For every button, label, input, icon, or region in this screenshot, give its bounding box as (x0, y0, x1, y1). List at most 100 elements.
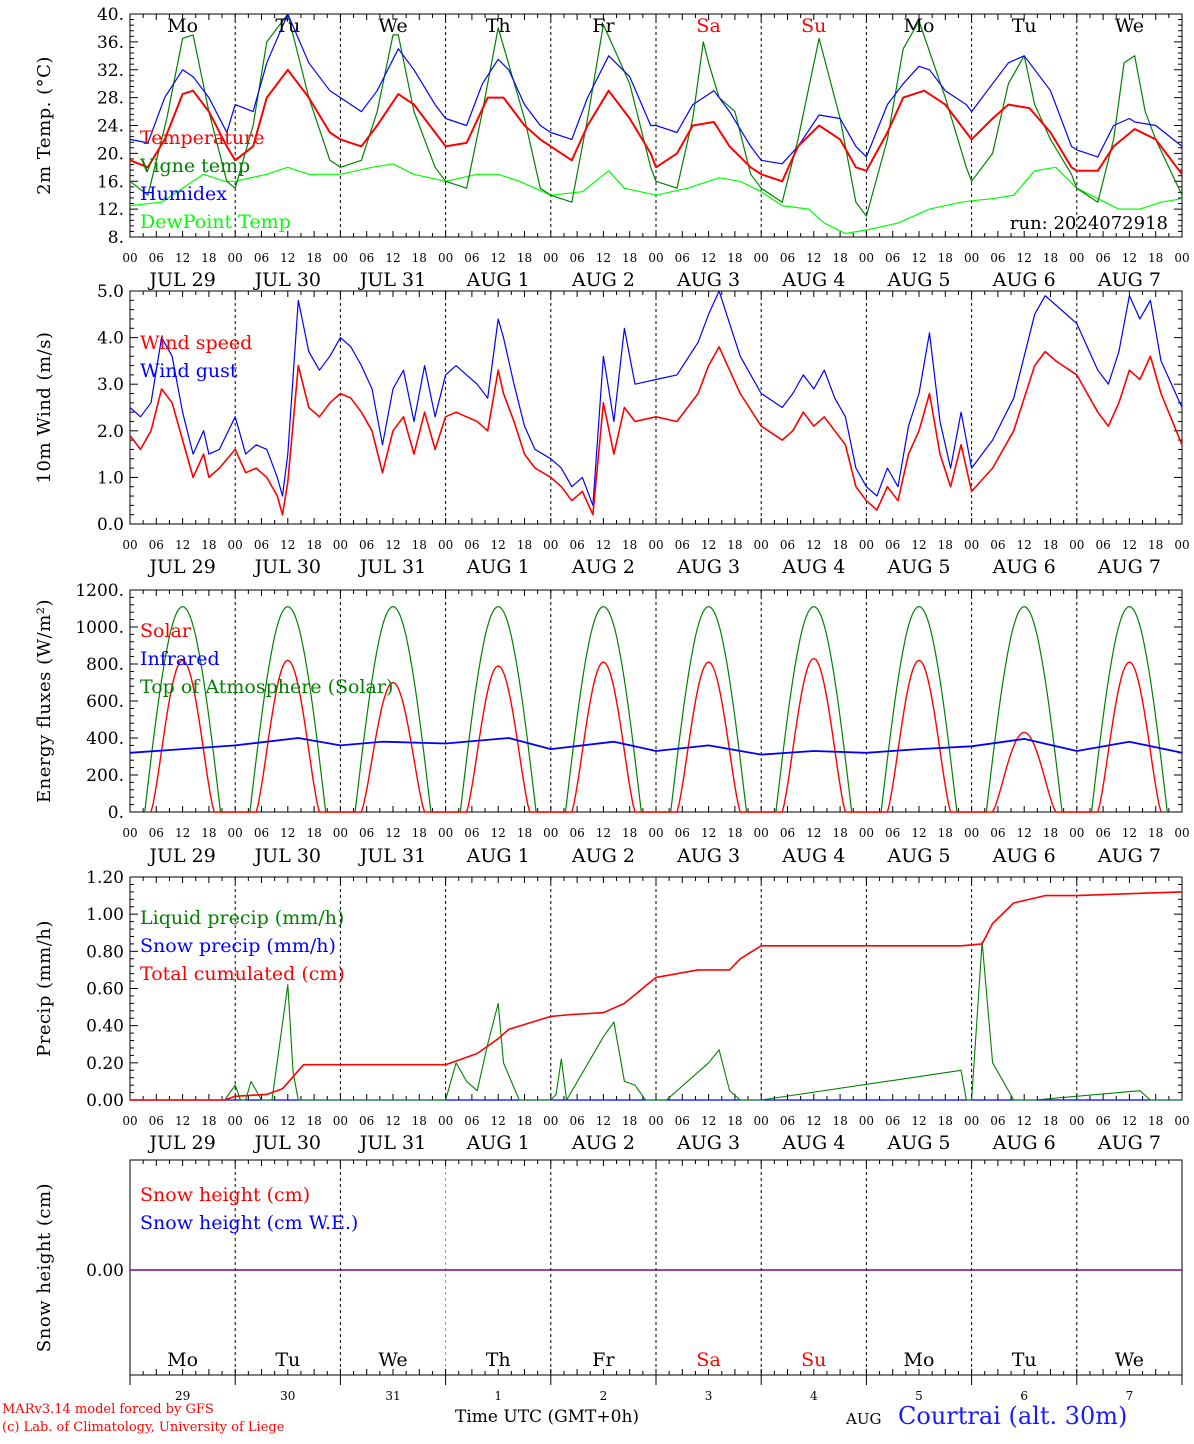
panel-1-date-label: JUL 30 (253, 556, 321, 578)
panel-2-hour-label: 06 (780, 826, 795, 840)
panel-2-hour-label: 18 (727, 826, 742, 840)
panel-3-hour-label: 00 (228, 1114, 243, 1128)
panel-1-y-tick-label: 2.0 (97, 422, 124, 442)
weekday-label: Sa (696, 15, 720, 37)
panel-1-date-label: AUG 2 (571, 556, 635, 578)
panel-2-legend-1: Infrared (140, 648, 220, 670)
panel-0-hour-label: 12 (385, 251, 400, 265)
panel-1-hour-label: 06 (675, 538, 690, 552)
bottom-weekday-label: Tu (275, 1349, 300, 1371)
panel-2-hour-label: 06 (1095, 826, 1110, 840)
panel-3-hour-label: 00 (438, 1114, 453, 1128)
panel-0-y-tick-label: 40. (97, 5, 124, 25)
panel-1-hour-label: 12 (385, 538, 400, 552)
panel-2-hour-label: 00 (333, 826, 348, 840)
panel-2-hour-label: 12 (175, 826, 190, 840)
panel-1-hour-label: 00 (543, 538, 558, 552)
panel-3-hour-label: 12 (175, 1114, 190, 1128)
panel-0-hour-label: 00 (754, 251, 769, 265)
panel-0-y-tick-label: 8. (108, 228, 124, 248)
weekday-label: Mo (904, 15, 935, 37)
credit-model: MARv3.14 model forced by GFS (2, 1402, 214, 1417)
panel-2-y-tick-label: 1200. (75, 581, 124, 601)
panel-3-date-label: AUG 7 (1097, 1132, 1161, 1154)
panel-3-date-label: AUG 2 (571, 1132, 635, 1154)
panel-0-y-tick-label: 28. (97, 89, 124, 109)
panel-3-date-label: JUL 29 (147, 1132, 215, 1154)
panel-0-y-tick-label: 32. (97, 61, 124, 81)
panel-1-hour-label: 00 (754, 538, 769, 552)
day-number: 6 (1020, 1389, 1028, 1403)
panel-3-hour-label: 06 (254, 1114, 269, 1128)
panel-2-hour-label: 06 (675, 826, 690, 840)
panel-0-y-tick-label: 12. (97, 200, 124, 220)
panel-3-hour-label: 12 (701, 1114, 716, 1128)
day-number: 30 (280, 1389, 295, 1403)
bottom-weekday-label: Sa (696, 1349, 720, 1371)
panel-3-hour-label: 12 (280, 1114, 295, 1128)
panel-3-hour-label: 06 (885, 1114, 900, 1128)
panel-0-date-label: AUG 5 (886, 269, 950, 291)
panel-1-hour-label: 06 (569, 538, 584, 552)
panel-3-hour-label: 06 (569, 1114, 584, 1128)
panel-3-date-label: AUG 3 (676, 1132, 740, 1154)
panel-3-y-tick-label: 0.40 (86, 1017, 124, 1037)
panel-1-hour-label: 12 (280, 538, 295, 552)
panel-2-y-tick-label: 800. (86, 655, 124, 675)
panel-3-hour-label: 12 (806, 1114, 821, 1128)
panel-0-hour-label: 18 (412, 251, 427, 265)
panel-1-hour-label: 18 (306, 538, 321, 552)
panel-1-hour-label: 12 (1122, 538, 1137, 552)
panel-1-date-label: AUG 7 (1097, 556, 1161, 578)
panel-3-hour-label: 12 (491, 1114, 506, 1128)
station-label: Courtrai (alt. 30m) (898, 1402, 1128, 1430)
panel-2-hour-label: 12 (701, 826, 716, 840)
panel-1-hour-label: 06 (780, 538, 795, 552)
panel-2-hour-label: 00 (1069, 826, 1084, 840)
panel-1-date-label: AUG 3 (676, 556, 740, 578)
panel-2-hour-label: 06 (254, 826, 269, 840)
panel-1-hour-label: 00 (122, 538, 137, 552)
panel-0-legend-1: Vigne temp (139, 155, 250, 177)
panel-3-legend-0: Liquid precip (mm/h) (140, 907, 344, 929)
panel-2-hour-label: 18 (622, 826, 637, 840)
day-number: 3 (705, 1389, 713, 1403)
panel-1-hour-label: 00 (228, 538, 243, 552)
panel-0-hour-label: 18 (938, 251, 953, 265)
panel-0-hour-label: 06 (990, 251, 1005, 265)
panel-1-hour-label: 00 (964, 538, 979, 552)
panel-1-hour-label: 18 (201, 538, 216, 552)
panel-3-y-axis-title: Precip (mm/h) (34, 920, 55, 1057)
bottom-weekday-label: Th (486, 1349, 511, 1371)
panel-2-hour-label: 18 (517, 826, 532, 840)
panel-1-hour-label: 06 (464, 538, 479, 552)
panel-3-hour-label: 06 (1095, 1114, 1110, 1128)
panel-1-hour-label: 18 (622, 538, 637, 552)
panel-0-hour-label: 06 (1095, 251, 1110, 265)
panel-0-hour-label: 06 (359, 251, 374, 265)
panel-3-date-label: AUG 5 (886, 1132, 950, 1154)
panel-2-hour-label: 12 (491, 826, 506, 840)
panel-3-hour-label: 00 (122, 1114, 137, 1128)
bottom-weekday-label: Mo (167, 1349, 198, 1371)
panel-3-date-label: AUG 4 (781, 1132, 845, 1154)
panel-2-y-tick-label: 200. (86, 766, 124, 786)
panel-3-y-tick-label: 0.60 (86, 980, 124, 1000)
panel-1-hour-label: 18 (517, 538, 532, 552)
panel-3-hour-label: 12 (596, 1114, 611, 1128)
panel-2-legend-2: Top of Atmosphere (Solar) (140, 676, 393, 698)
panel-0-hour-label: 12 (280, 251, 295, 265)
panel-2-hour-label: 18 (832, 826, 847, 840)
panel-3-date-label: AUG 6 (992, 1132, 1056, 1154)
panel-2-y-axis-title: Energy fluxes (W/m²) (34, 599, 55, 803)
panel-1-hour-label: 18 (832, 538, 847, 552)
panel-0-date-label: AUG 7 (1097, 269, 1161, 291)
panel-1-date-label: AUG 6 (992, 556, 1056, 578)
panel-2-date-label: AUG 4 (781, 845, 845, 867)
panel-1-hour-label: 06 (359, 538, 374, 552)
panel-3-hour-label: 12 (911, 1114, 926, 1128)
weekday-label: Mo (167, 15, 198, 37)
panel-1-legend-1: Wind gust (140, 360, 238, 382)
bottom-weekday-label: Mo (904, 1349, 935, 1371)
